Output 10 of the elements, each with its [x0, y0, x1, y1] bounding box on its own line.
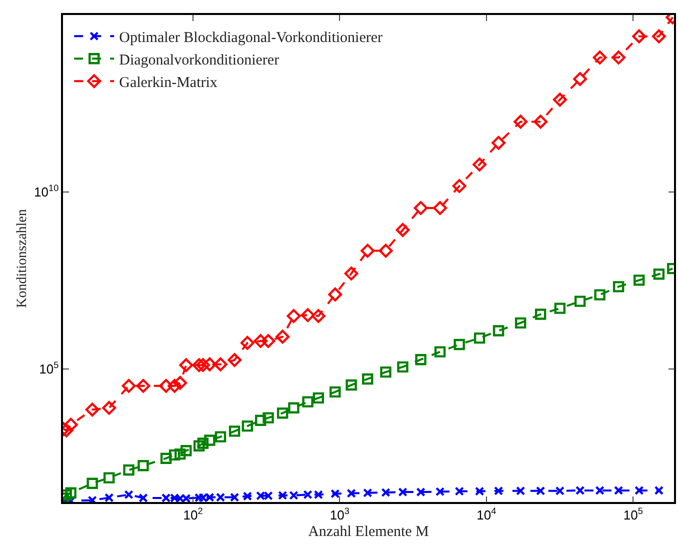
legend-label: Optimaler Blockdiagonal-Vorkonditionierer	[119, 30, 383, 46]
x-axis-title: Anzahl Elemente M	[308, 524, 429, 540]
y-tick-label: 10$^{10}$	[34, 183, 59, 200]
y-axis-title: Konditionszahlen	[15, 209, 30, 308]
x-tick-label: 10$^{3}$	[330, 506, 350, 522]
legend-label: Galerkin-Matrix	[119, 74, 218, 91]
legend-label: Diagonalvorkonditionierer	[119, 52, 280, 68]
x-tick-label: 10$^{5}$	[623, 506, 643, 522]
x-tick-label: 10$^{4}$	[476, 506, 496, 522]
x-tick-label: 10$^{2}$	[183, 506, 203, 522]
